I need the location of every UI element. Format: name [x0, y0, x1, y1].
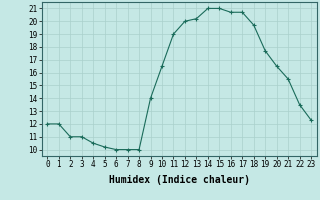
X-axis label: Humidex (Indice chaleur): Humidex (Indice chaleur): [109, 175, 250, 185]
